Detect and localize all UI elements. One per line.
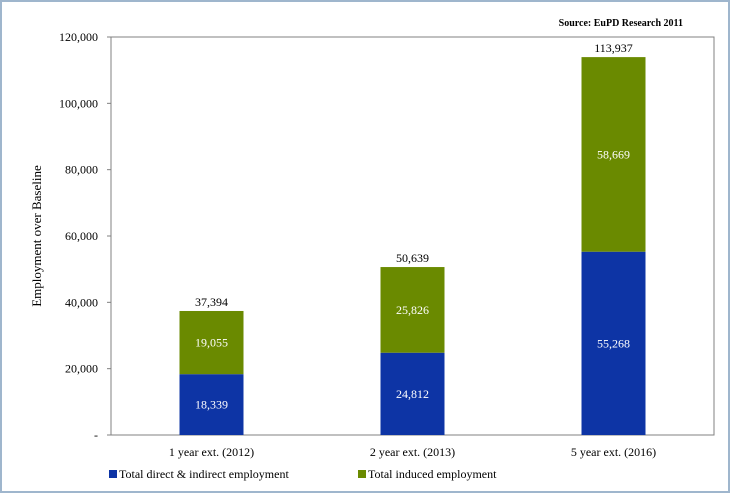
bar-segment xyxy=(179,310,244,375)
legend-label: Total induced employment xyxy=(368,467,497,481)
y-axis-ticks: - 20,000 40,000 60,000 80,000 100,000 120,000 xyxy=(59,30,111,442)
y-axis-label: Employment over Baseline xyxy=(29,165,44,307)
bar-value-label: 55,268 xyxy=(597,336,630,350)
bar-segment xyxy=(380,267,445,353)
bar-value-label: 19,055 xyxy=(195,336,228,350)
y-tick-label: 80,000 xyxy=(65,163,98,177)
bar-value-label: 24,812 xyxy=(396,387,429,401)
bar-total-label: 37,394 xyxy=(195,295,228,309)
legend: Total direct & indirect employment Total … xyxy=(109,467,497,481)
bar-value-label: 25,826 xyxy=(396,303,429,317)
bar-segment xyxy=(581,57,646,252)
x-tick-label: 5 year ext. (2016) xyxy=(571,445,656,459)
y-tick-label: 60,000 xyxy=(65,229,98,243)
bar-value-label: 18,339 xyxy=(195,398,228,412)
y-tick-label: 100,000 xyxy=(59,96,98,110)
legend-swatch xyxy=(109,470,117,478)
legend-swatch xyxy=(358,470,366,478)
y-tick-label: 120,000 xyxy=(59,30,98,44)
bar-total-label: 113,937 xyxy=(594,41,633,55)
x-tick-label: 1 year ext. (2012) xyxy=(169,445,254,459)
y-tick-label: 40,000 xyxy=(65,295,98,309)
legend-label: Total direct & indirect employment xyxy=(119,467,289,481)
bar-segment xyxy=(581,251,646,435)
bar-segment xyxy=(179,374,244,435)
y-tick-label: 20,000 xyxy=(65,362,98,376)
x-tick-label: 2 year ext. (2013) xyxy=(370,445,455,459)
bar-value-label: 58,669 xyxy=(597,147,630,161)
bar-total-label: 50,639 xyxy=(396,251,429,265)
x-axis-ticks: 1 year ext. (2012) 2 year ext. (2013) 5 ye… xyxy=(169,445,656,459)
bars: 18,339 19,055 37,394 24,812 25,826 50,639 55,2… xyxy=(179,41,646,435)
y-tick-label: - xyxy=(94,428,98,442)
source-note: Source: EuPD Research 2011 xyxy=(559,18,683,29)
bar-segment xyxy=(380,352,445,435)
